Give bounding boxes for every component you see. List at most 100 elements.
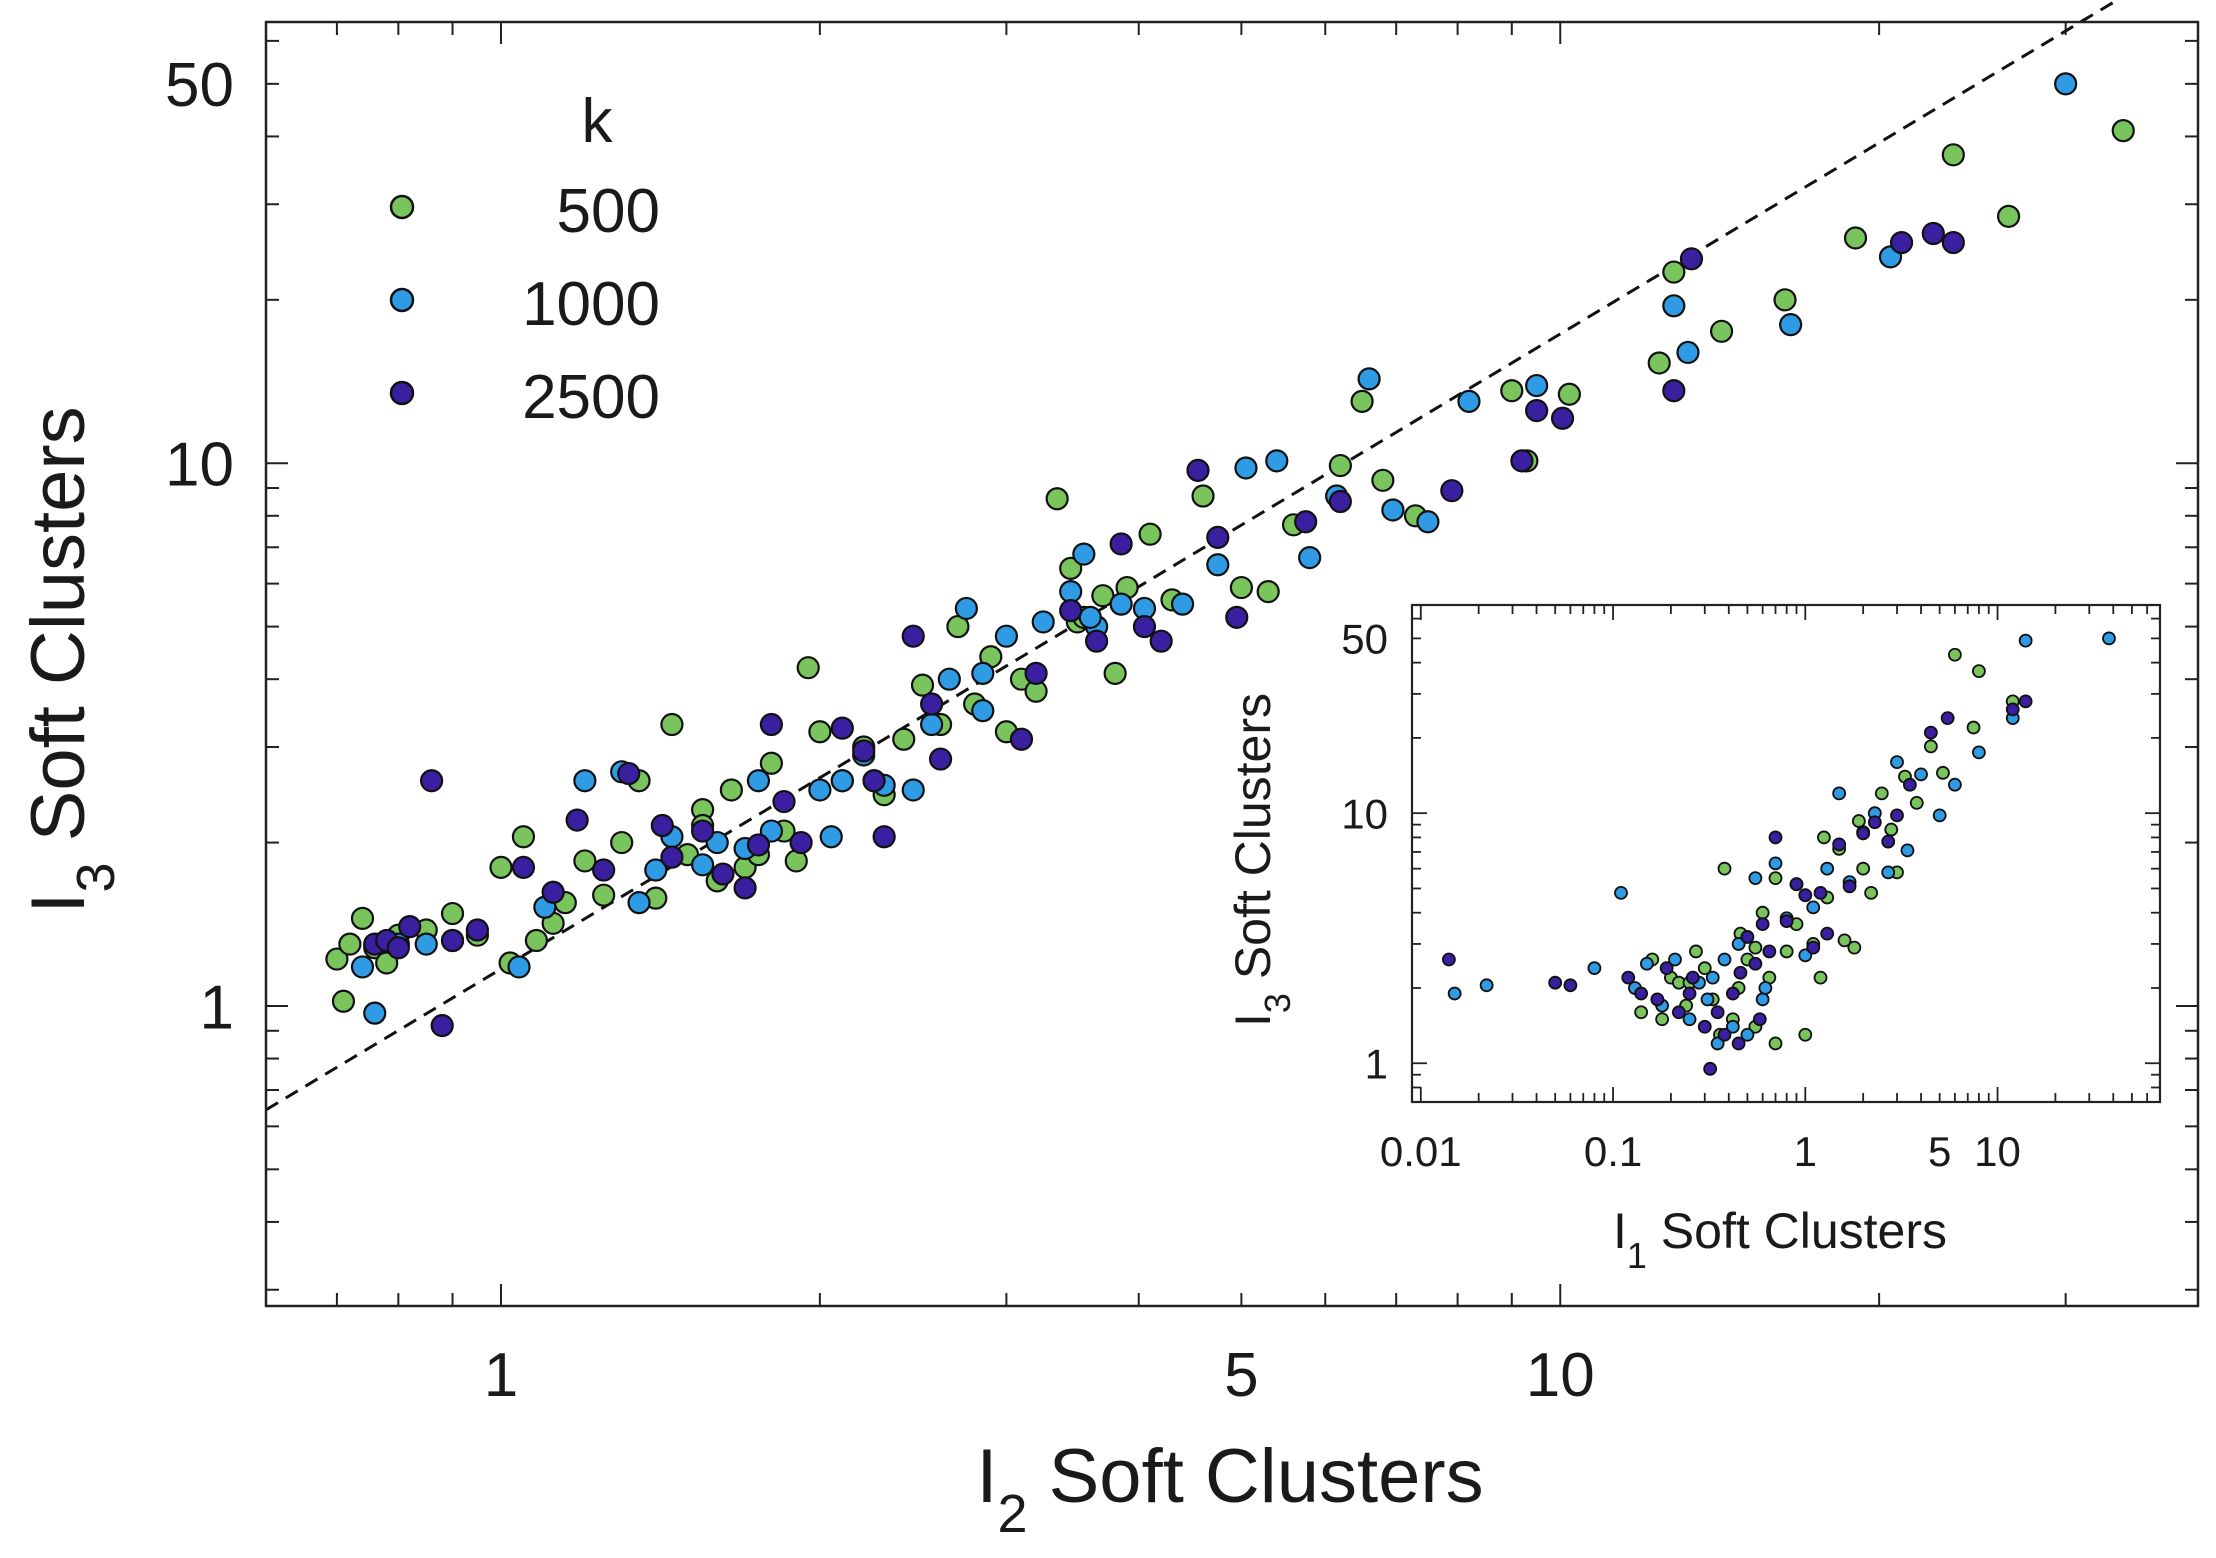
point-k2500 — [830, 716, 854, 740]
point-k1000 — [573, 769, 597, 793]
legend-marker-500 — [389, 194, 415, 220]
point-k500 — [1779, 944, 1794, 959]
point-k500 — [1909, 795, 1924, 810]
x-tick-label: 5 — [1224, 1341, 1258, 1410]
point-k1000 — [1725, 1019, 1740, 1034]
point-k2500 — [1890, 808, 1904, 823]
point-k2500 — [1923, 725, 1938, 740]
point-k2500 — [1550, 406, 1575, 430]
point-k1000 — [954, 596, 978, 621]
point-k500 — [910, 673, 935, 697]
inset-x-axis-label-rest: Soft Clusters — [1647, 1203, 1947, 1259]
point-k1000 — [627, 891, 651, 915]
x-tick-label: 0.01 — [1380, 1128, 1462, 1175]
point-k2500 — [1697, 1019, 1712, 1034]
point-k1000 — [1717, 952, 1732, 967]
point-k1000 — [1479, 978, 1494, 993]
point-k2500 — [746, 833, 771, 857]
point-k2500 — [1902, 777, 1917, 792]
point-k500 — [1557, 382, 1581, 406]
point-k1000 — [1932, 808, 1947, 823]
y-tick-label: 50 — [165, 51, 234, 120]
point-k500 — [375, 951, 399, 975]
point-k500 — [338, 932, 362, 956]
point-k2500 — [872, 825, 896, 849]
point-k1000 — [971, 661, 995, 685]
point-k1000 — [1890, 755, 1904, 770]
point-k2500 — [1206, 525, 1230, 549]
point-k1000 — [1900, 843, 1915, 858]
point-k2500 — [1671, 1005, 1686, 1020]
point-k500 — [524, 928, 549, 953]
point-k1000 — [1265, 449, 1289, 473]
point-k1000 — [746, 769, 771, 793]
point-k2500 — [928, 747, 953, 771]
point-k500 — [1256, 580, 1280, 604]
point-k1000 — [1668, 952, 1682, 967]
main-x-axis-label-var: I — [976, 1434, 997, 1519]
point-k2500 — [1881, 834, 1896, 849]
point-k2500 — [1149, 629, 1173, 653]
point-k1000 — [1768, 856, 1783, 871]
point-k2500 — [1820, 926, 1835, 941]
point-k2500 — [1024, 661, 1048, 685]
inset-x-axis-label-var: I — [1613, 1203, 1627, 1259]
point-k2500 — [420, 769, 444, 793]
point-k500 — [1936, 765, 1950, 780]
main-y-axis-label-rest: Soft Clusters — [16, 406, 101, 862]
point-k2500 — [1328, 489, 1352, 514]
inset-y-axis-label-var: I — [1225, 1013, 1281, 1027]
point-k2500 — [1662, 379, 1686, 403]
point-k1000 — [994, 624, 1018, 648]
point-k500 — [2111, 119, 2135, 143]
point-k500 — [1768, 1036, 1783, 1051]
point-k500 — [573, 849, 597, 873]
point-k2500 — [1813, 886, 1828, 900]
point-k500 — [331, 989, 356, 1013]
point-k1000 — [507, 955, 531, 979]
point-k2500 — [862, 769, 886, 793]
point-k500 — [1856, 861, 1871, 876]
main-tick-labels: 1 5 10 1 10 50 — [165, 51, 1595, 1410]
point-k500 — [1773, 288, 1797, 312]
point-k500 — [1191, 484, 1215, 508]
point-k2500 — [1548, 975, 1563, 990]
point-k1000 — [1700, 992, 1715, 1007]
point-k2500 — [1563, 978, 1578, 993]
point-k500 — [1647, 351, 1671, 375]
point-k500 — [1864, 886, 1879, 900]
point-k1000 — [1381, 498, 1405, 522]
point-k2500 — [650, 813, 674, 838]
x-tick-label: 10 — [1526, 1341, 1595, 1410]
point-k1000 — [819, 825, 843, 849]
point-k500 — [1634, 1005, 1649, 1020]
point-k1000 — [1587, 961, 1602, 976]
point-k2500 — [1703, 1061, 1718, 1076]
point-k2500 — [398, 915, 422, 939]
point-k2500 — [565, 808, 589, 832]
y-tick-label: 10 — [1341, 790, 1388, 837]
point-k1000 — [2102, 631, 2116, 646]
point-k1000 — [1779, 313, 1803, 337]
legend-marker-2500 — [389, 380, 415, 406]
point-k500 — [1709, 319, 1734, 343]
inset-x-axis-label-sub: 1 — [1627, 1235, 1647, 1276]
point-k2500 — [733, 876, 757, 900]
point-k2500 — [1755, 917, 1770, 932]
point-k500 — [1817, 830, 1831, 845]
point-k500 — [1996, 204, 2021, 228]
x-tick-label: 10 — [1974, 1128, 2021, 1175]
point-k1000 — [350, 955, 375, 979]
inset-points — [1441, 631, 2116, 1076]
point-k1000 — [1820, 861, 1835, 876]
point-k500 — [1768, 871, 1783, 886]
point-k500 — [1689, 944, 1703, 959]
point-k500 — [1843, 226, 1868, 250]
point-k500 — [1813, 970, 1828, 985]
main-fit-line — [265, 0, 2121, 1112]
point-k1000 — [1298, 546, 1322, 570]
point-k2500 — [1525, 399, 1549, 423]
main-x-axis-label: I2 Soft Clusters — [976, 1434, 1483, 1544]
point-k500 — [1045, 487, 1069, 511]
